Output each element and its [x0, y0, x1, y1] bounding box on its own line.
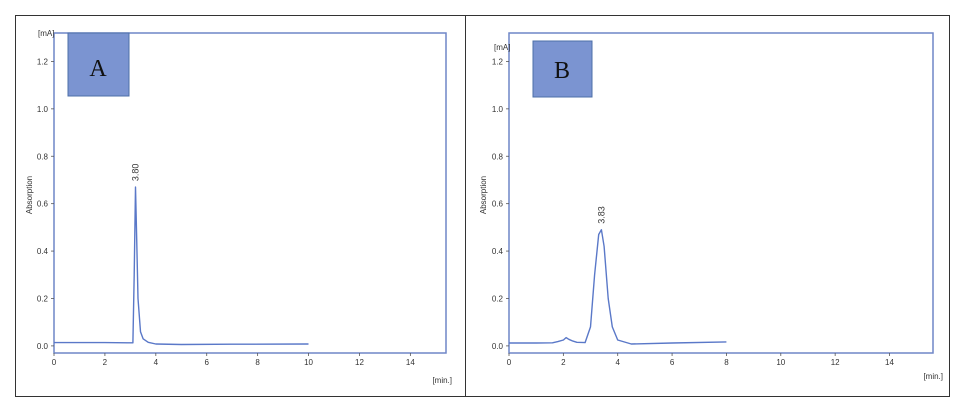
- y-tick-label: 0.6: [37, 200, 49, 209]
- figure-frame: 0.0 0.2 0.4 0.6 0.8 1.0 1.2 0 2 4 6 8 10 12 14 [mA] Abso…: [15, 15, 950, 397]
- x-tick-label: 14: [885, 358, 894, 367]
- series-line-a-0: [54, 186, 309, 346]
- y-tick-label: 1.2: [37, 57, 49, 66]
- x-tick-label: 4: [154, 358, 159, 367]
- y-tick-label: 0.2: [492, 294, 504, 303]
- x-tick-label: 4: [615, 358, 620, 367]
- panel-label-background: [67, 32, 130, 97]
- y-unit-label: [mA]: [494, 43, 510, 52]
- x-tick-label: 10: [304, 358, 313, 367]
- y-tick-label: 0.0: [492, 342, 504, 351]
- peak-label: 3.80: [130, 164, 140, 182]
- panel-b: 0.0 0.2 0.4 0.6 0.8 1.0 1.2 0 2 4 6 8 10 12 14 [mA] Abso…: [466, 16, 949, 396]
- x-tick-label: 12: [831, 358, 840, 367]
- y-tick-label: 0.0: [37, 342, 49, 351]
- x-tick-label: 8: [255, 358, 260, 367]
- series-line-b-0: [509, 228, 727, 345]
- y-tick-label: 0.6: [492, 200, 504, 209]
- y-tick-label: 0.8: [37, 152, 49, 161]
- y-unit-label: [mA]: [38, 29, 54, 38]
- x-tick-label: 6: [205, 358, 210, 367]
- plot-frame-b: [508, 32, 934, 354]
- x-axis-label: [min.]: [432, 376, 452, 385]
- y-tick-label: 0.2: [37, 294, 49, 303]
- x-tick-label: 6: [670, 358, 675, 367]
- y-tick-label: 0.4: [492, 247, 504, 256]
- peak-label: 3.83: [596, 206, 606, 224]
- x-axis-label: [min.]: [923, 372, 943, 381]
- x-tick-label: 0: [507, 358, 512, 367]
- x-tick-label: 0: [52, 358, 57, 367]
- panel-label-background: [532, 40, 593, 98]
- x-tick-label: 12: [355, 358, 364, 367]
- plot-frame-a: [53, 32, 447, 354]
- panel-label: B: [554, 58, 570, 84]
- y-tick-label: 1.2: [492, 57, 504, 66]
- y-axis-label: Absorption: [479, 176, 488, 214]
- panel-label: A: [89, 56, 107, 82]
- y-axis-label: Absorption: [25, 176, 34, 214]
- x-tick-label: 14: [406, 358, 415, 367]
- panel-label-box: A: [67, 32, 130, 97]
- y-tick-label: 1.0: [37, 105, 49, 114]
- y-tick-label: 0.8: [492, 152, 504, 161]
- x-tick-label: 2: [561, 358, 566, 367]
- y-tick-label: 1.0: [492, 105, 504, 114]
- panel-a: 0.0 0.2 0.4 0.6 0.8 1.0 1.2 0 2 4 6 8 10 12 14 [mA] Abso…: [16, 16, 466, 396]
- x-tick-label: 10: [776, 358, 785, 367]
- y-tick-label: 0.4: [37, 247, 49, 256]
- panel-label-box: B: [532, 40, 593, 98]
- chromatogram-b: 0.0 0.2 0.4 0.6 0.8 1.0 1.2 0 2 4 6 8 10 12 14 [mA] Abso…: [479, 32, 943, 381]
- x-tick-label: 2: [103, 358, 108, 367]
- x-tick-label: 8: [724, 358, 729, 367]
- chromatogram-a: 0.0 0.2 0.4 0.6 0.8 1.0 1.2 0 2 4 6 8 10 12 14 [mA] Abso…: [25, 29, 452, 385]
